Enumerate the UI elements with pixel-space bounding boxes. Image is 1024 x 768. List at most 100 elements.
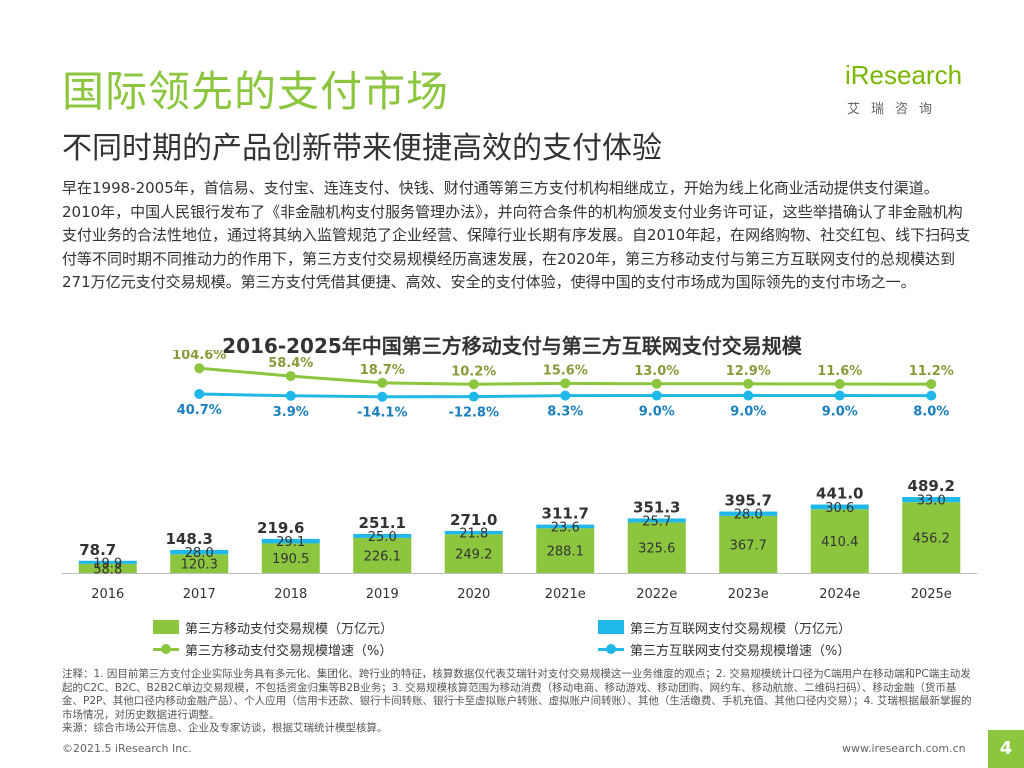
growth-mobile-label: 15.6%	[543, 363, 588, 378]
chart-notes: 注释：1. 因目前第三方支付企业实际业务具有多元化、集团化、跨行业的特征，核算数…	[62, 668, 972, 736]
bar-mobile	[627, 522, 686, 573]
growth-mobile-label: 12.9%	[726, 364, 771, 379]
growth-internet-point	[194, 388, 205, 399]
growth-internet-label: -14.1%	[357, 406, 408, 421]
legend-label-mobile-bar: 第三方移动支付交易规模（万亿元）	[185, 622, 394, 637]
growth-mobile-point	[285, 371, 296, 382]
bar-mobile	[78, 563, 137, 573]
bar-internet	[719, 511, 778, 516]
label-internet: 30.6	[825, 501, 854, 516]
growth-mobile-point	[651, 378, 662, 389]
growth-mobile-label: 104.6%	[172, 350, 226, 363]
label-mobile: 325.6	[638, 542, 675, 557]
bar-mobile	[536, 528, 595, 573]
chart-title: 2016-2025年中国第三方移动支付与第三方互联网支付交易规模	[222, 334, 802, 358]
growth-internet-point	[468, 391, 479, 402]
growth-internet-label: -12.8%	[449, 406, 500, 421]
x-tick-label: 2018	[274, 587, 307, 602]
label-mobile: 249.2	[455, 548, 492, 563]
logo-text: iResearch	[845, 60, 963, 90]
label-mobile: 410.4	[821, 535, 858, 550]
bar-internet	[78, 560, 137, 564]
x-tick-label: 2022e	[636, 587, 677, 602]
growth-mobile-point	[377, 377, 388, 388]
bar-mobile	[353, 537, 412, 573]
logo-subtext: 艾瑞咨询	[847, 102, 944, 117]
growth-internet-point	[834, 390, 845, 401]
growth-mobile-point	[560, 378, 571, 389]
bar-mobile	[810, 509, 869, 573]
legend-swatch-mobile-bar	[153, 620, 179, 634]
growth-internet-point	[377, 391, 388, 402]
intro-paragraph: 早在1998-2005年，首信易、支付宝、连连支付、快钱、财付通等第三方支付机构…	[62, 179, 971, 292]
bar-internet	[536, 524, 595, 529]
label-total: 489.2	[908, 477, 955, 495]
label-mobile: 226.1	[364, 549, 401, 564]
label-total: 251.1	[359, 514, 406, 532]
bar-mobile	[902, 502, 961, 573]
x-tick-label: 2017	[183, 587, 216, 602]
bar-mobile	[261, 543, 320, 573]
label-total: 441.0	[816, 485, 863, 503]
x-tick-label: 2025e	[911, 587, 952, 602]
legend-label-internet-growth: 第三方互联网支付交易规模增速（%）	[630, 644, 851, 659]
growth-internet-label: 40.7%	[177, 403, 222, 418]
growth-mobile-point	[194, 363, 205, 374]
label-total: 395.7	[725, 492, 772, 510]
label-internet: 23.6	[551, 520, 580, 535]
bar-internet	[261, 538, 320, 544]
label-internet: 25.0	[368, 530, 397, 545]
page-title: 国际领先的支付市场	[62, 67, 450, 116]
label-internet: 21.8	[459, 527, 488, 542]
growth-internet-point	[926, 390, 937, 401]
growth-internet-label: 8.3%	[547, 405, 583, 420]
bar-internet	[170, 549, 229, 555]
label-mobile: 456.2	[913, 532, 950, 547]
growth-mobile-label: 10.2%	[451, 364, 496, 379]
growth-internet-label: 8.0%	[913, 405, 949, 420]
x-tick-label: 2020	[457, 587, 490, 602]
growth-mobile-point	[468, 379, 479, 390]
bar-mobile	[170, 554, 229, 573]
source-text: 来源：综合市场公开信息、企业及专家访谈，根据艾瑞统计模型核算。	[62, 722, 388, 734]
label-total: 78.7	[79, 541, 116, 559]
label-total: 148.3	[166, 530, 213, 548]
growth-internet-point	[560, 390, 571, 401]
growth-mobile-label: 11.2%	[909, 364, 954, 379]
growth-internet-point	[651, 390, 662, 401]
growth-internet-point	[743, 390, 754, 401]
x-tick-label: 2019	[366, 587, 399, 602]
growth-internet-label: 9.0%	[730, 405, 766, 420]
iresearch-logo: iResearch 艾瑞咨询	[845, 60, 975, 120]
x-tick-label: 2024e	[819, 587, 860, 602]
growth-internet-label: 9.0%	[639, 405, 675, 420]
growth-internet-label: 9.0%	[822, 405, 858, 420]
bar-internet	[902, 497, 961, 503]
growth-mobile-label: 18.7%	[360, 363, 405, 378]
page-number: 4	[988, 730, 1024, 768]
label-total: 311.7	[542, 505, 589, 523]
payment-scale-chart: 58.819.978.72016120.328.0148.32017190.52…	[62, 350, 977, 602]
label-mobile: 120.3	[181, 558, 218, 573]
label-internet: 33.0	[917, 494, 946, 509]
label-internet: 25.7	[642, 514, 671, 529]
growth-mobile-label: 13.0%	[634, 364, 679, 379]
growth-mobile-label: 11.6%	[817, 364, 862, 379]
bar-internet	[444, 530, 503, 535]
notes-text: 注释：1. 因目前第三方支付企业实际业务具有多元化、集团化、跨行业的特征，核算数…	[62, 668, 972, 721]
website-link[interactable]: www.iresearch.com.cn	[842, 742, 966, 755]
legend-marker-internet-growth	[606, 644, 616, 654]
label-internet: 28.0	[185, 546, 214, 561]
bar-internet	[353, 534, 412, 538]
growth-mobile-point	[926, 379, 937, 390]
label-internet: 29.1	[276, 535, 305, 550]
label-internet: 28.0	[734, 508, 763, 523]
growth-mobile-point	[834, 379, 845, 390]
bar-internet	[810, 504, 869, 510]
x-tick-label: 2023e	[728, 587, 769, 602]
legend-marker-mobile-growth	[161, 644, 171, 654]
label-total: 271.0	[450, 511, 497, 529]
x-tick-label: 2016	[91, 587, 124, 602]
label-mobile: 58.8	[93, 562, 122, 577]
label-mobile: 367.7	[730, 538, 767, 553]
